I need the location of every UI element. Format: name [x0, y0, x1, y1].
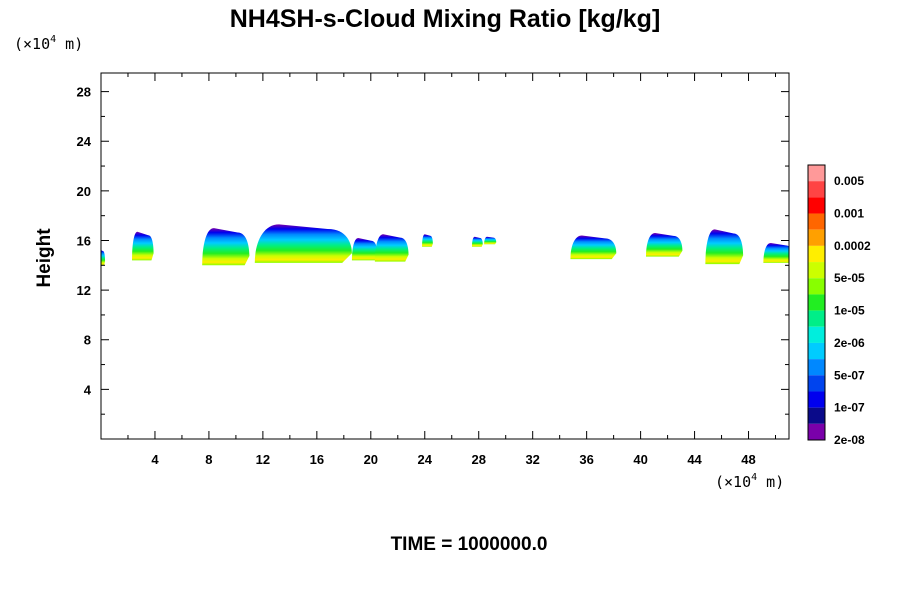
cloud-layers [101, 224, 789, 266]
plot-frame [100, 72, 790, 440]
colorbar-swatch [808, 165, 825, 182]
cloud-layer-9 [570, 235, 617, 260]
colorbar-swatch [808, 294, 825, 311]
time-label: TIME = 1000000.0 [391, 534, 548, 555]
y-tick-label: 8 [84, 333, 91, 348]
cloud-layer-7 [471, 236, 483, 247]
x-tick-label: 36 [579, 452, 593, 467]
colorbar-swatch [808, 213, 825, 230]
x-unit-label: (×104 m) [715, 472, 784, 491]
x-tick-label: 20 [364, 452, 378, 467]
axis-ticks [101, 73, 789, 439]
colorbar-label: 1e-07 [834, 401, 865, 415]
colorbar-swatch [808, 407, 825, 424]
colorbar-swatch [808, 375, 825, 392]
x-tick-label: 16 [310, 452, 324, 467]
colorbar-label: 0.001 [834, 207, 864, 221]
colorbar-swatch [808, 359, 825, 376]
x-tick-label: 32 [525, 452, 539, 467]
y-tick-label: 4 [84, 382, 92, 397]
colorbar-label: 5e-07 [834, 368, 865, 382]
colorbar-label: 5e-05 [834, 271, 865, 285]
cloud-layer-8 [484, 236, 497, 245]
colorbar-swatch [808, 342, 825, 360]
cloud-layer-12 [763, 242, 789, 263]
colorbar-label: 0.005 [834, 174, 864, 188]
colorbar-label: 1e-05 [834, 304, 865, 318]
y-tick-label: 12 [77, 283, 91, 298]
colorbar-swatch [808, 310, 825, 327]
cloud-layer-2 [202, 228, 250, 266]
cloud-layer-0 [101, 250, 106, 266]
colorbar-swatch [808, 326, 825, 343]
cloud-layer-4 [351, 238, 378, 261]
x-tick-label: 44 [687, 452, 702, 467]
x-tick-label: 40 [633, 452, 647, 467]
y-tick-label: 24 [77, 134, 92, 149]
y-unit-label: (×104 m) [14, 34, 83, 53]
x-tick-labels: 4 8 12 16 20 24 28 32 36 40 44 48 [151, 452, 755, 467]
x-tick-label: 12 [256, 452, 270, 467]
x-tick-label: 28 [471, 452, 485, 467]
colorbar-swatch [808, 391, 825, 408]
colorbar-swatch [808, 262, 825, 279]
colorbar-swatch [808, 245, 825, 263]
y-axis-label: Height [34, 228, 55, 288]
cloud-layer-3 [254, 224, 352, 263]
colorbar-labels: 0.005 0.001 0.0002 5e-05 1e-05 2e-06 5e-07 1e-0… [834, 174, 871, 447]
cloud-layer-5 [374, 234, 409, 262]
colorbar-swatch [808, 423, 825, 440]
y-tick-label: 28 [77, 85, 91, 100]
colorbar-swatch [808, 197, 825, 214]
cloud-layer-10 [646, 233, 683, 257]
colorbar-swatch [808, 181, 825, 198]
y-tick-label: 16 [77, 233, 91, 248]
cloud-layer-1 [132, 231, 154, 261]
y-tick-labels: 4 8 12 16 20 24 28 [77, 85, 92, 398]
x-tick-label: 8 [205, 452, 212, 467]
colorbar-label: 0.0002 [834, 239, 871, 253]
colorbar [807, 164, 826, 441]
colorbar-label: 2e-08 [834, 433, 865, 447]
x-tick-label: 48 [741, 452, 755, 467]
cloud-layer-11 [705, 229, 744, 265]
colorbar-frame [807, 164, 826, 441]
x-tick-label: 24 [418, 452, 433, 467]
colorbar-swatch [808, 229, 825, 246]
cloud-layer-6 [422, 234, 433, 247]
chart-title: NH4SH-s-Cloud Mixing Ratio [kg/kg] [230, 5, 661, 33]
y-tick-label: 20 [77, 184, 91, 199]
x-tick-label: 4 [151, 452, 159, 467]
colorbar-label: 2e-06 [834, 336, 865, 350]
colorbar-swatch [808, 278, 825, 295]
